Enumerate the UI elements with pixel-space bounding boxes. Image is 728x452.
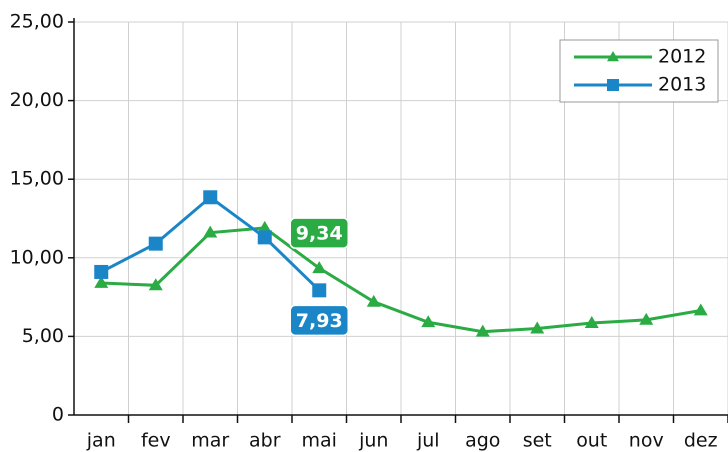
legend-marker	[607, 79, 619, 91]
point	[257, 230, 272, 245]
point	[421, 315, 436, 328]
x-tick-label: ago	[465, 430, 500, 452]
x-tick-label: abr	[249, 430, 281, 452]
legend-marker	[607, 51, 619, 62]
point	[312, 283, 327, 298]
x-tick-label: mar	[191, 430, 229, 452]
point	[366, 294, 381, 307]
data-label: 7,93	[296, 310, 343, 332]
legend-label: 2013	[658, 74, 706, 96]
legend-label: 2012	[658, 46, 706, 68]
y-tick-label: 25,00	[10, 11, 64, 33]
point	[203, 225, 218, 238]
x-tick-label: jun	[358, 430, 388, 452]
point	[94, 264, 109, 279]
point	[257, 220, 272, 233]
x-tick-label: mai	[302, 430, 337, 452]
x-tick-label: set	[523, 430, 552, 452]
point	[203, 190, 218, 205]
point	[148, 236, 163, 251]
point	[693, 303, 708, 316]
y-tick-label: 5,00	[22, 325, 64, 347]
point	[475, 324, 490, 337]
series-line	[101, 226, 702, 334]
y-tick-label: 0	[52, 404, 64, 426]
data-label: 9,34	[296, 223, 343, 245]
point	[148, 278, 163, 291]
data-label-box	[289, 217, 349, 249]
point	[312, 261, 327, 274]
x-tick-label: out	[576, 430, 607, 452]
x-tick-label: fev	[141, 430, 171, 452]
x-tick-label: nov	[629, 430, 664, 452]
legend-box	[559, 39, 719, 103]
data-label-box	[289, 304, 349, 337]
point	[584, 316, 599, 328]
x-tick-label: dez	[684, 430, 718, 452]
y-tick-label: 15,00	[10, 168, 64, 190]
y-tick-label: 20,00	[10, 89, 64, 111]
point	[639, 312, 654, 325]
point	[94, 275, 109, 288]
y-tick-label: 10,00	[10, 246, 64, 268]
point	[530, 321, 545, 334]
x-tick-label: jan	[86, 430, 116, 452]
x-tick-label: jul	[416, 430, 440, 452]
